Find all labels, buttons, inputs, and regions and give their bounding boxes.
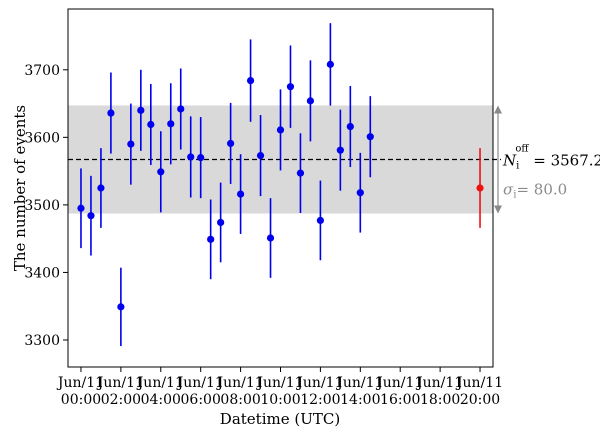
x-tick-label-date: Jun/11: [176, 375, 224, 391]
data-points: [77, 23, 484, 347]
data-point: [306, 97, 315, 105]
data-point: [476, 184, 484, 192]
data-point: [246, 77, 255, 85]
y-tick-label: 3300: [24, 333, 60, 349]
data-point: [117, 303, 125, 311]
data-point: [286, 83, 295, 91]
data-point: [87, 212, 95, 220]
data-point: [326, 60, 334, 68]
data-point: [227, 139, 235, 148]
x-tick-label-time: 14:00: [340, 392, 380, 408]
data-point: [266, 234, 275, 242]
x-axis-title: Datetime (UTC): [220, 410, 340, 428]
data-point: [137, 106, 145, 114]
x-tick-label-date: Jun/11: [295, 375, 343, 391]
x-tick-label-date: Jun/11: [455, 375, 503, 391]
x-tick-label-time: 20:00: [460, 392, 500, 408]
n-off-annotation: Nioff = 3567.2: [502, 143, 600, 171]
data-point: [207, 235, 215, 243]
x-tick-label-date: Jun/11: [255, 375, 303, 391]
data-point: [236, 190, 245, 198]
x-tick-label-time: 16:00: [380, 392, 420, 408]
x-tick-label-time: 10:00: [260, 392, 300, 408]
data-point: [356, 189, 364, 197]
data-point: [346, 122, 354, 131]
data-point: [97, 184, 105, 192]
data-point: [197, 154, 205, 162]
data-point: [147, 120, 155, 129]
x-tick-label-time: 02:00: [101, 392, 141, 408]
x-tick-label-time: 04:00: [141, 392, 181, 408]
x-tick-label-date: Jun/11: [335, 375, 383, 391]
data-point: [276, 126, 285, 134]
data-point: [296, 169, 305, 177]
data-point: [366, 133, 374, 141]
x-tick-label-date: Jun/11: [415, 375, 463, 391]
x-tick-label-date: Jun/11: [136, 375, 184, 391]
data-point: [187, 153, 195, 161]
sigma-arrow-head-bottom: [494, 205, 502, 214]
y-tick-label: 3400: [24, 265, 60, 281]
sigma-annotation: σi= 80.0: [503, 181, 567, 201]
data-point: [127, 140, 135, 148]
data-point: [77, 204, 85, 212]
data-point: [336, 146, 344, 154]
x-tick-label-date: Jun/11: [216, 375, 264, 391]
axis-ticks: 33003400350036003700Jun/1100:00Jun/1102:…: [24, 63, 503, 408]
y-tick-label: 3700: [24, 63, 60, 79]
data-point: [217, 218, 225, 227]
data-point: [157, 168, 165, 176]
x-tick-label-date: Jun/11: [96, 375, 144, 391]
y-tick-label: 3600: [24, 130, 60, 146]
data-point: [167, 120, 175, 128]
x-tick-label-time: 00:00: [61, 392, 101, 408]
data-point: [107, 109, 115, 117]
x-tick-label-time: 08:00: [220, 392, 260, 408]
y-tick-label: 3500: [24, 198, 60, 214]
y-axis-title: The number of events: [11, 105, 29, 271]
sigma-arrow: [494, 105, 502, 214]
x-tick-label-date: Jun/11: [375, 375, 423, 391]
x-tick-label-time: 18:00: [420, 392, 460, 408]
data-point: [256, 151, 265, 160]
x-tick-label-date: Jun/11: [56, 375, 104, 391]
data-point: [316, 216, 325, 225]
x-tick-label-time: 12:00: [300, 392, 340, 408]
sigma-arrow-head-top: [494, 105, 502, 114]
x-tick-label-time: 06:00: [181, 392, 221, 408]
data-point: [177, 105, 185, 113]
